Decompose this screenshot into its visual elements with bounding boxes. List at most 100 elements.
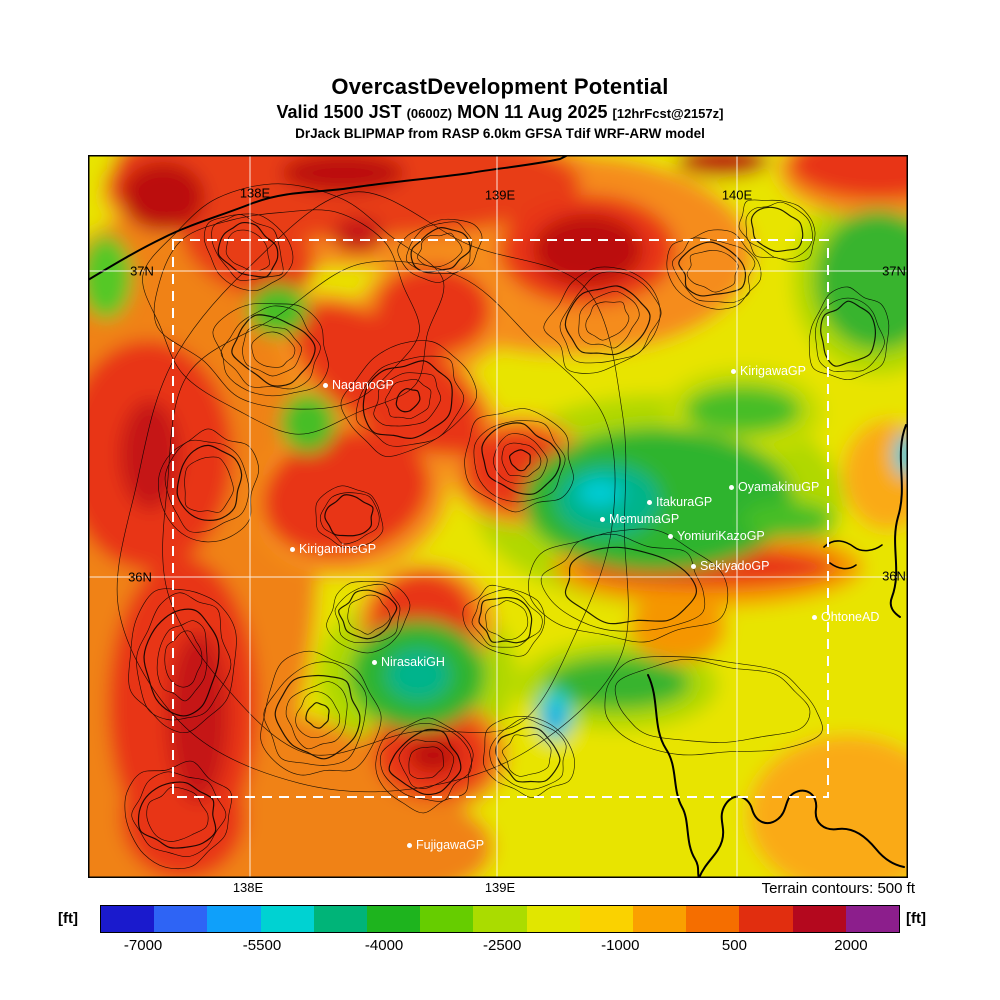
terrain-contour (164, 439, 250, 533)
terrain-contour (820, 300, 876, 367)
colorbar-tick--4000: -4000 (364, 937, 404, 954)
terrain-contour (220, 305, 321, 390)
colorbar-tick-500: 500 (721, 937, 747, 954)
colorbar-seg-8 (526, 906, 580, 932)
colorbar-seg-13 (792, 906, 846, 932)
terrain-contour (203, 213, 294, 292)
terrain-contour (815, 297, 885, 373)
terrain-contour (483, 716, 575, 798)
terrain-contour (686, 250, 739, 293)
terrain-contour (326, 581, 411, 654)
terrain-contour (666, 229, 762, 310)
colorbar-seg-14 (845, 906, 900, 932)
colorbar-tick--1000: -1000 (601, 937, 640, 954)
terrain-contour (137, 781, 217, 849)
colorbar-seg-0 (101, 906, 155, 932)
colorbar-seg-7 (473, 906, 527, 932)
terrain-contour (124, 760, 233, 870)
colorbar-unit-left: [ft] (58, 910, 78, 927)
terrain-contour (355, 355, 465, 447)
terrain-contour (750, 206, 804, 253)
terrain-contour (146, 786, 209, 842)
terrain-contour-layer (116, 183, 890, 870)
terrain-contour (672, 237, 756, 304)
terrain-contour (398, 739, 455, 789)
colorbar-seg-11 (686, 906, 740, 932)
terrain-contour (260, 650, 382, 776)
terrain-contour (131, 771, 227, 858)
colorbar-tick-2000: 2000 (834, 937, 868, 954)
terrain-contour (231, 314, 316, 387)
terrain-contour (384, 379, 432, 420)
colorbar-seg-3 (260, 906, 314, 932)
terrain-contour (319, 492, 380, 545)
terrain-contour (485, 600, 529, 640)
terrain-contour (408, 746, 444, 779)
terrain-contour (508, 449, 531, 472)
footer-lon-label-139e: 139E (484, 880, 516, 895)
terrain-contour (153, 209, 420, 410)
terrain-contour (738, 199, 816, 263)
terrain-contour (540, 533, 706, 632)
terrain-contour (464, 408, 574, 513)
terrain-contour (471, 589, 543, 648)
terrain-contour (295, 691, 341, 739)
colorbar-seg-2 (207, 906, 261, 932)
terrain-contour (528, 528, 729, 643)
terrain-contour (388, 728, 462, 796)
valid-zulu: (0600Z) (406, 106, 453, 121)
terrain-contour (493, 433, 548, 484)
colorbar (100, 905, 900, 933)
terrain-contour (462, 584, 546, 657)
terrain-contour (405, 221, 473, 274)
terrain-contour (156, 620, 208, 702)
terrain-contour (217, 221, 279, 278)
colorbar-unit-right: [ft] (906, 910, 926, 927)
terrain-contour (162, 260, 616, 756)
terrain-contour (225, 229, 270, 272)
potential-field-layer (88, 155, 908, 878)
terrain-contour (678, 241, 747, 297)
terrain-contour (340, 340, 478, 457)
colorbar-seg-6 (420, 906, 474, 932)
colorbar-seg-5 (367, 906, 421, 932)
model-line: DrJack BLIPMAP from RASP 6.0km GFSA Tdif… (295, 126, 705, 141)
terrain-contour (274, 674, 361, 760)
terrain-contour (116, 191, 629, 793)
terrain-contour (379, 723, 472, 802)
terrain-contour (263, 661, 367, 766)
terrain-contour (564, 546, 698, 625)
terrain-contour (164, 630, 203, 688)
terrain-contour (285, 681, 348, 750)
terrain-contour (142, 183, 445, 435)
terrain-contour (473, 420, 566, 503)
terrain-contour (495, 726, 561, 783)
map-art-svg (88, 155, 908, 878)
colorbar-ticks: -7000 -5500 -4000 -2500 -1000 500 2000 (100, 937, 898, 957)
terrain-contour (338, 589, 398, 640)
page-title: OvercastDevelopment Potential (331, 74, 669, 99)
colorbar-seg-9 (579, 906, 634, 932)
footer-lon-label-138e: 138E (232, 880, 264, 895)
terrain-contour (808, 286, 890, 381)
terrain-contour (745, 201, 813, 260)
terrain-contour (501, 442, 542, 478)
terrain-contour (157, 428, 260, 543)
colorbar-seg-1 (154, 906, 208, 932)
region-box (172, 239, 829, 798)
forecast-tag: [12hrFcst@2157z] (612, 106, 724, 121)
colorbar-seg-4 (313, 906, 368, 932)
terrain-contour (305, 702, 330, 729)
terrain-contour (324, 494, 374, 537)
colorbar-tick--2500: -2500 (483, 937, 522, 954)
colorbar-seg-10 (633, 906, 687, 932)
latlon-gridlines (88, 155, 908, 878)
terrain-contour (212, 302, 329, 397)
terrain-contour (362, 360, 453, 440)
colorbar-seg-12 (739, 906, 793, 932)
terrain-contour (373, 372, 442, 427)
terrain-contour (489, 717, 567, 790)
below-map-row: 138E 139E Terrain contours: 500 ft (0, 880, 1000, 898)
terrain-contour (176, 444, 243, 521)
terrain-contour (478, 596, 533, 644)
